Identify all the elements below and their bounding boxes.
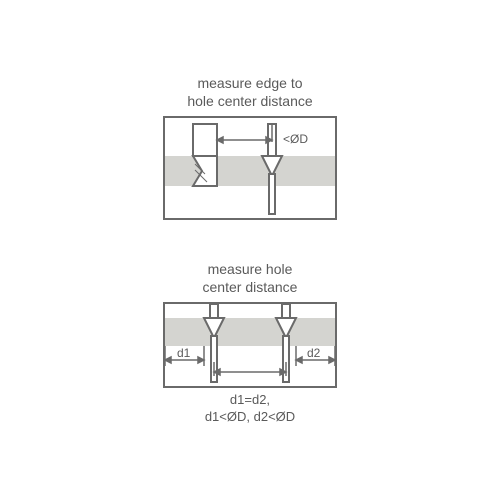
probe-lower-stem	[269, 174, 275, 214]
plate2	[165, 318, 335, 346]
diagram1-title-line2: hole center distance	[187, 93, 312, 109]
diagram1-title-line1: measure edge to	[197, 75, 302, 91]
diagram2-title-line2: center distance	[203, 279, 298, 295]
diagram2-title-line1: measure hole	[208, 261, 293, 277]
diagram2-svg: d1 d2	[165, 304, 335, 386]
diagram1-title: measure edge to hole center distance	[187, 74, 312, 110]
label-d2: d2	[307, 346, 321, 360]
diagram1-box: <ØD	[163, 116, 337, 220]
diagram2-title: measure hole center distance	[203, 260, 298, 296]
label-OD: <ØD	[283, 132, 308, 146]
probe1-upper	[210, 304, 218, 318]
caption-line1: d1=d2,	[230, 392, 270, 407]
plate	[165, 156, 335, 186]
dimension-group	[217, 124, 272, 143]
diagram1-svg: <ØD	[165, 118, 335, 218]
diagram2-caption: d1=d2, d1<ØD, d2<ØD	[205, 392, 295, 426]
center-dim	[214, 362, 286, 376]
caption-line2: d1<ØD, d2<ØD	[205, 409, 295, 424]
label-d1: d1	[177, 346, 191, 360]
probe2-upper	[282, 304, 290, 318]
edge-to-hole-panel: measure edge to hole center distance	[163, 74, 337, 220]
hole-center-panel: measure hole center distance d1	[163, 260, 337, 426]
edge-jaw-upper	[193, 124, 217, 156]
diagram2-box: d1 d2	[163, 302, 337, 388]
